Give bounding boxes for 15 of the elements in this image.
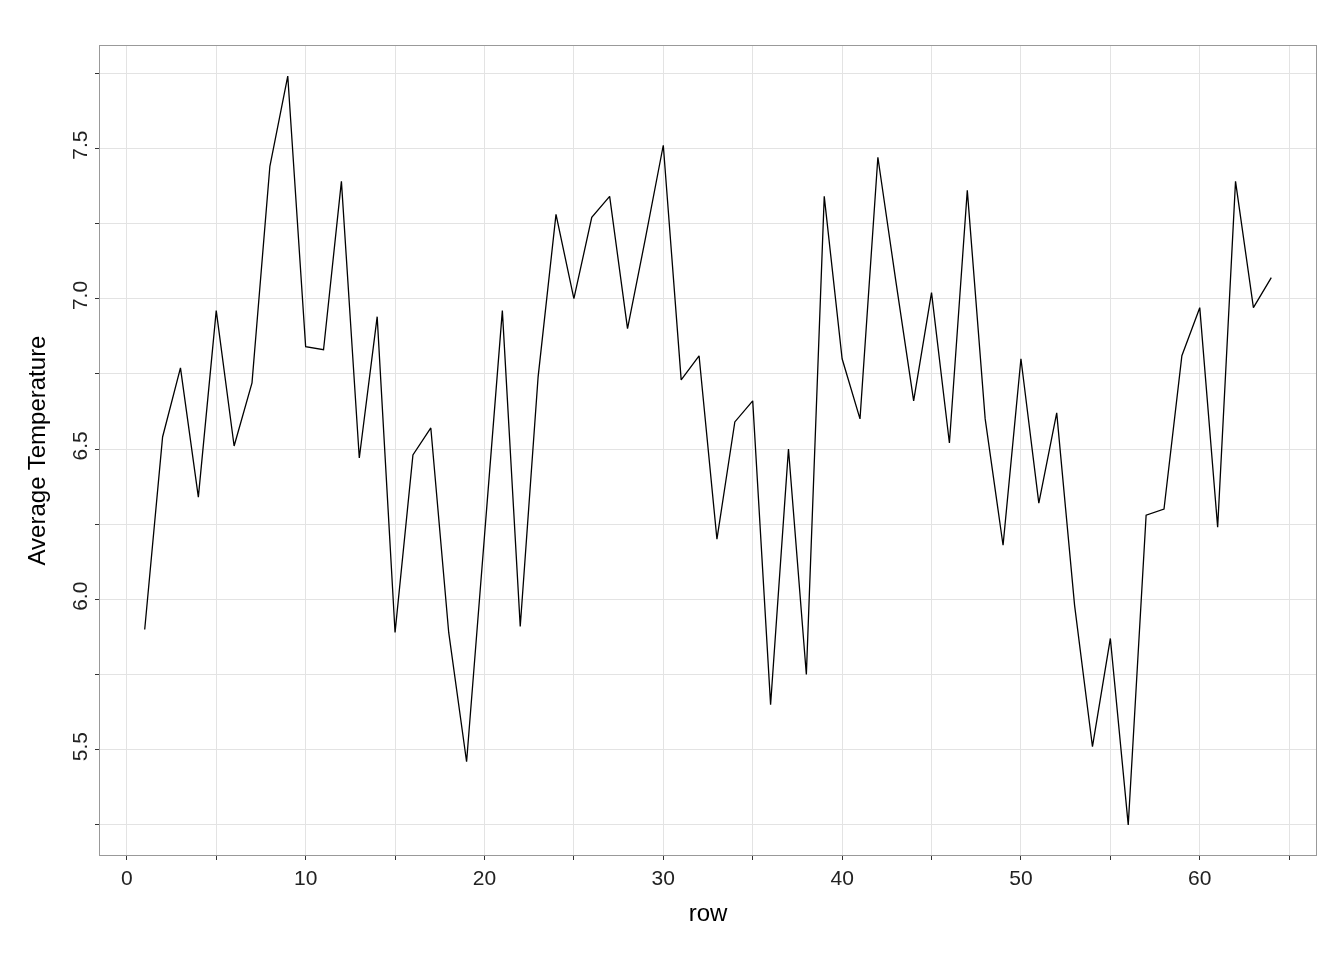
line-series xyxy=(144,75,1272,826)
x-tick-label: 30 xyxy=(651,866,675,890)
y-tick-label: 5.5 xyxy=(67,731,91,762)
y-axis-title: Average Temperature xyxy=(22,335,50,566)
x-tick-label: 10 xyxy=(293,866,318,890)
x-tick-label: 0 xyxy=(120,866,133,890)
y-tick-label: 7.0 xyxy=(67,280,91,311)
y-tick-label: 6.5 xyxy=(67,431,91,461)
x-tick-label: 20 xyxy=(472,866,497,890)
y-tick-label: 6.0 xyxy=(67,581,91,611)
x-tick-label: 40 xyxy=(830,866,854,890)
y-tick-label: 7.5 xyxy=(67,130,91,160)
x-tick-label: 60 xyxy=(1188,866,1212,890)
x-tick-label: 50 xyxy=(1009,866,1033,890)
x-axis-title: row xyxy=(688,898,728,926)
